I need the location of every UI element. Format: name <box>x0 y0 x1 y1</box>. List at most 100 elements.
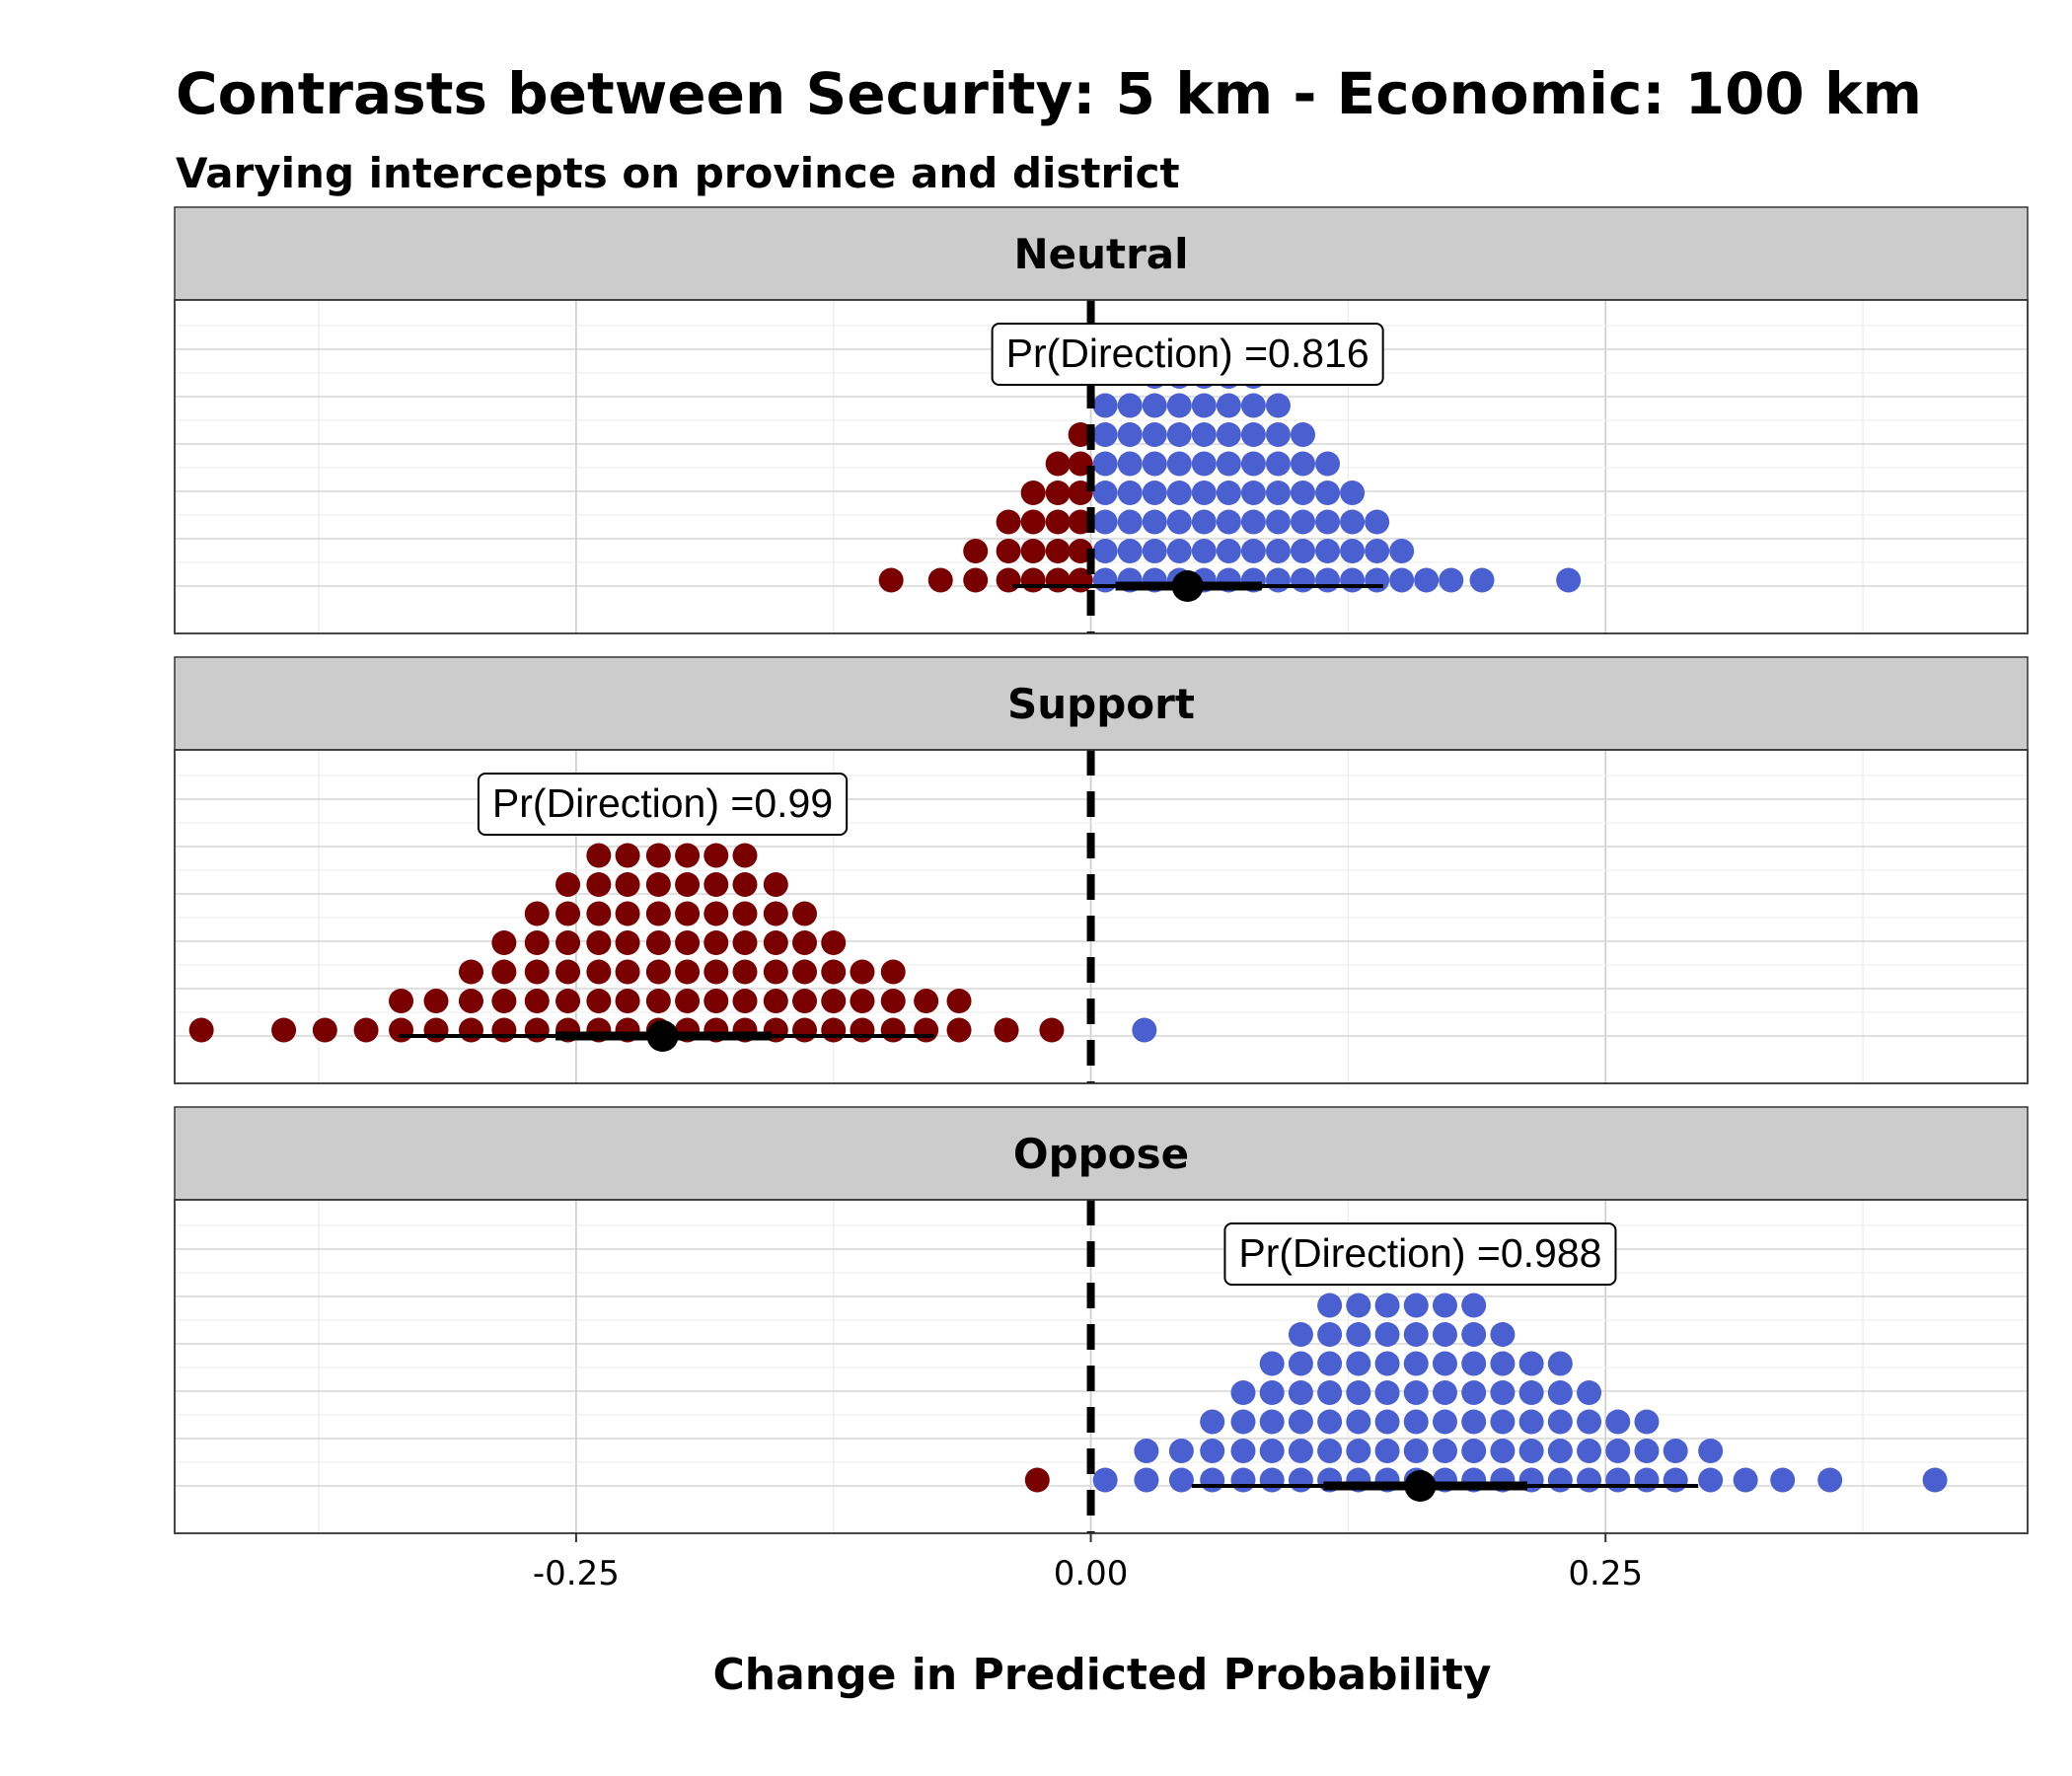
dot-negative <box>1024 1467 1050 1493</box>
dot-negative <box>1039 1017 1065 1043</box>
dot-positive <box>1634 1467 1660 1493</box>
dot-positive <box>1346 1322 1371 1347</box>
dot-negative <box>675 989 701 1013</box>
dot-positive <box>1259 1351 1285 1376</box>
dot-positive <box>1200 1467 1225 1493</box>
dot-positive <box>1733 1467 1758 1493</box>
dot-positive <box>1216 451 1241 477</box>
dot-negative <box>389 1017 414 1043</box>
pr-direction-label: Pr(Direction) =0.988 <box>1238 1230 1601 1276</box>
dot-positive <box>1216 509 1241 535</box>
dot-negative <box>1068 481 1093 505</box>
dot-positive <box>1290 509 1315 535</box>
dot-negative <box>615 930 640 955</box>
dot-negative <box>555 959 581 985</box>
dot-positive <box>1663 1467 1688 1493</box>
dot-negative <box>927 567 953 593</box>
dot-positive <box>1490 1439 1516 1463</box>
point-estimate <box>1404 1470 1437 1502</box>
dot-positive <box>1346 1351 1371 1376</box>
dot-positive <box>1461 1293 1487 1318</box>
dot-positive <box>1117 509 1143 535</box>
dot-negative <box>586 930 612 955</box>
dot-positive <box>1290 422 1315 447</box>
dot-negative <box>763 989 788 1013</box>
dot-positive <box>1518 1351 1544 1376</box>
dot-positive <box>1605 1439 1631 1463</box>
dot-positive <box>1346 1409 1371 1435</box>
dot-positive <box>1290 451 1315 477</box>
dot-positive <box>1092 567 1118 593</box>
dot-negative <box>586 872 612 897</box>
dot-positive <box>1092 422 1118 447</box>
dot-positive <box>1547 1439 1573 1463</box>
dot-negative <box>645 930 671 955</box>
dot-positive <box>1556 567 1582 593</box>
dot-negative <box>880 959 906 985</box>
dot-positive <box>1547 1380 1573 1405</box>
dot-positive <box>1288 1467 1313 1493</box>
dot-positive <box>1142 539 1167 563</box>
dot-positive <box>1216 481 1241 505</box>
dot-positive <box>1191 539 1217 563</box>
dot-negative <box>615 959 640 985</box>
dot-positive <box>1259 1380 1285 1405</box>
facet-strip-label: Oppose <box>1013 1130 1189 1178</box>
dot-negative <box>555 901 581 926</box>
dot-positive <box>1340 481 1366 505</box>
dot-positive <box>1230 1439 1256 1463</box>
dot-positive <box>1461 1351 1487 1376</box>
dot-negative <box>763 872 788 897</box>
dot-positive <box>1230 1467 1256 1493</box>
dot-positive <box>1317 1380 1343 1405</box>
dot-negative <box>1020 567 1046 593</box>
dot-positive <box>1432 1380 1457 1405</box>
dot-negative <box>645 901 671 926</box>
dot-positive <box>1365 567 1390 593</box>
dot-positive <box>1698 1467 1724 1493</box>
panel-border <box>174 299 2029 634</box>
dot-positive <box>1605 1409 1631 1435</box>
panel-border <box>174 1199 2029 1534</box>
dot-positive <box>1259 1409 1285 1435</box>
dot-positive <box>1518 1439 1544 1463</box>
dot-positive <box>1365 509 1390 535</box>
dot-positive <box>1317 1351 1343 1376</box>
dot-negative <box>555 989 581 1013</box>
dot-positive <box>1166 509 1192 535</box>
dot-negative <box>615 872 640 897</box>
dot-positive <box>1142 451 1167 477</box>
dot-positive <box>1403 1293 1429 1318</box>
dot-negative <box>524 1017 550 1043</box>
dot-negative <box>423 1017 449 1043</box>
dot-positive <box>1290 539 1315 563</box>
dot-positive <box>1117 451 1143 477</box>
dot-positive <box>1240 451 1266 477</box>
dot-positive <box>1403 1439 1429 1463</box>
dot-negative <box>458 989 483 1013</box>
dot-negative <box>1020 481 1046 505</box>
dot-negative <box>792 901 818 926</box>
dot-negative <box>703 872 729 897</box>
dot-negative <box>1045 451 1071 477</box>
dot-positive <box>1290 567 1315 593</box>
dot-negative <box>946 1017 972 1043</box>
dot-positive <box>1490 1351 1516 1376</box>
dot-positive <box>1315 539 1341 563</box>
dot-positive <box>1092 539 1118 563</box>
dot-negative <box>586 843 612 868</box>
pr-direction-box <box>1223 1222 1617 1286</box>
dot-negative <box>850 989 875 1013</box>
facet-strip <box>174 656 2029 751</box>
dot-negative <box>732 989 758 1013</box>
dot-negative <box>586 989 612 1013</box>
dot-positive <box>1340 509 1366 535</box>
dot-positive <box>1290 481 1315 505</box>
dot-positive <box>1240 481 1266 505</box>
dot-positive <box>1168 1467 1194 1493</box>
dot-positive <box>1191 481 1217 505</box>
dot-positive <box>1605 1467 1631 1493</box>
dot-negative <box>491 1017 517 1043</box>
dot-positive <box>1191 393 1217 418</box>
dot-positive <box>1142 422 1167 447</box>
